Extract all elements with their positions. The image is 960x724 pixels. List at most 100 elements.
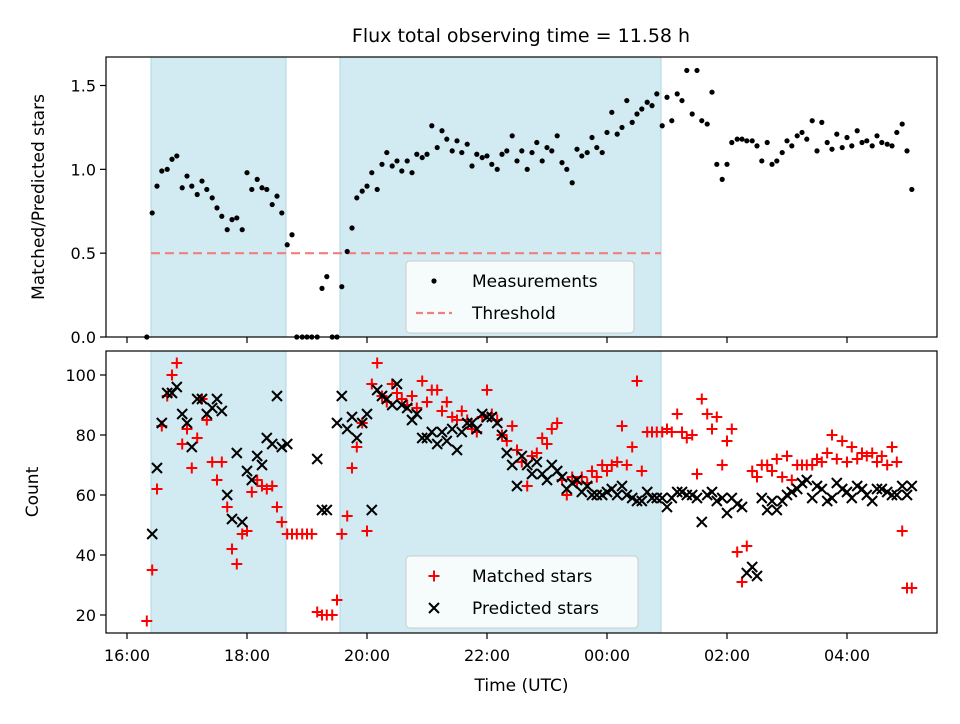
predicted-star-point [316, 504, 328, 516]
predicted-star-point [491, 417, 503, 429]
measurement-point [729, 139, 735, 146]
predicted-star-point [571, 474, 583, 486]
predicted-star-point [441, 435, 453, 447]
matched-star-point [876, 450, 888, 462]
measurement-point [829, 146, 835, 152]
predicted-star-point [746, 561, 758, 573]
matched-star-point [771, 453, 783, 465]
measurement-point [629, 119, 635, 125]
predicted-star-point [901, 489, 913, 501]
matched-star-point [541, 438, 553, 450]
measurement-point [774, 158, 780, 164]
measurement-point [459, 149, 465, 156]
predicted-star-point [171, 381, 183, 393]
predicted-star-point [886, 489, 898, 501]
matched-star-point [336, 528, 348, 540]
measurement-point [369, 170, 375, 176]
y-axis-label: Matched/Predicted stars [29, 94, 49, 300]
matched-star-point [821, 447, 833, 459]
measurement-point [419, 154, 425, 161]
predicted-star-point [611, 489, 623, 501]
legend-box [405, 260, 635, 334]
measurement-point [174, 153, 180, 159]
legend-x-icon [428, 602, 440, 614]
measurement-point [214, 205, 220, 211]
measurement-point [489, 161, 495, 167]
measurement-point [664, 94, 670, 100]
y-tick-label: 1.5 [71, 77, 96, 96]
matched-star-point [166, 369, 178, 381]
measurement-point [884, 141, 890, 147]
measurement-point [584, 149, 590, 156]
measurement-point [794, 133, 800, 139]
measurement-point [644, 99, 650, 105]
matched-star-point [536, 432, 548, 444]
measurement-point [389, 163, 395, 169]
measurement-point [719, 176, 725, 182]
predicted-star-point [456, 426, 468, 438]
predicted-star-point [631, 495, 643, 507]
matched-star-point [671, 408, 683, 420]
measurement-point [364, 183, 370, 189]
matched-star-point [691, 468, 703, 480]
predicted-star-point [256, 459, 268, 471]
predicted-star-point [716, 492, 728, 504]
matched-star-point [546, 423, 558, 435]
legend-label: Threshold [471, 304, 556, 324]
x-axis-ticks [126, 337, 848, 343]
measurement-point [279, 210, 285, 216]
matched-star-point [326, 609, 338, 621]
legend-label: Measurements [472, 272, 598, 292]
predicted-star-point [216, 405, 228, 417]
matched-star-point [741, 540, 753, 552]
measurement-points [144, 67, 915, 340]
matched-star-point [816, 456, 828, 468]
measurement-point [744, 138, 750, 144]
predicted-star-point [581, 480, 593, 492]
measurement-point [684, 67, 690, 74]
measurement-point [374, 186, 380, 193]
measurement-point [529, 149, 535, 156]
predicted-star-point [531, 456, 543, 468]
measurement-point [399, 168, 405, 174]
y-tick-label: 20 [76, 606, 96, 625]
matched-star-point [441, 396, 453, 408]
x-tick-label: 20:00 [344, 646, 390, 665]
measurement-point [234, 215, 240, 221]
measurement-point [714, 161, 720, 167]
predicted-star-point [221, 489, 233, 501]
predicted-star-point [361, 408, 373, 420]
measurement-point [879, 139, 885, 146]
measurement-point [229, 217, 235, 223]
predicted-star-point [906, 480, 918, 492]
predicted-star-point [616, 480, 628, 492]
predicted-star-point [346, 411, 358, 423]
measurement-point [844, 134, 850, 141]
predicted-star-point [151, 462, 163, 474]
matched-star-point [561, 489, 573, 501]
matched-star-point [781, 450, 793, 462]
measurement-point [464, 141, 470, 147]
predicted-star-point [891, 489, 903, 501]
plot-frame [105, 350, 938, 634]
measurement-point [834, 131, 840, 137]
matched-star-point [576, 471, 588, 483]
measurement-point [639, 106, 645, 112]
predicted-star-point [206, 402, 218, 414]
matched-star-point [456, 405, 468, 417]
y-tick-label: 0.0 [71, 328, 96, 347]
measurement-point [274, 193, 280, 199]
legend: Measurements Threshold [405, 260, 635, 334]
predicted-star-point [331, 417, 343, 429]
predicted-star-point [311, 453, 323, 465]
predicted-star-point [396, 399, 408, 411]
predicted-star-point [321, 504, 333, 516]
measurement-point [754, 143, 760, 149]
matched-star-point [831, 453, 843, 465]
predicted-star-point [401, 402, 413, 414]
measurement-point [779, 149, 785, 156]
measurement-point [449, 148, 455, 154]
matched-star-point [206, 456, 218, 468]
measurement-point [819, 119, 825, 125]
matched-star-point [396, 393, 408, 405]
